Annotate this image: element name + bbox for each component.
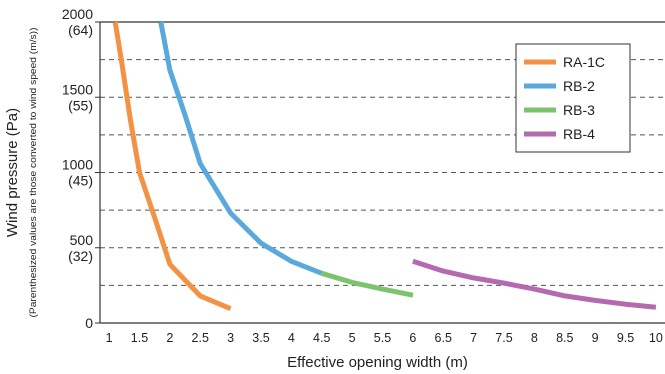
x-tick-label: 10 <box>649 331 663 345</box>
x-tick-label: 3 <box>227 331 234 345</box>
x-tick-label: 6 <box>409 331 416 345</box>
y-tick-sublabel: (64) <box>68 22 93 38</box>
x-tick-label: 1 <box>106 331 113 345</box>
y-axis-title: Wind pressure (Pa) <box>4 108 21 237</box>
series-line-rb-3 <box>320 270 414 298</box>
x-tick-label: 9 <box>592 331 599 345</box>
x-tick-label: 5 <box>349 331 356 345</box>
y-axis-note: (Parenthesized values are those converte… <box>28 28 39 318</box>
legend-label: RB-2 <box>563 78 595 94</box>
series-line-rb-2 <box>158 21 323 276</box>
x-tick-label: 8.5 <box>556 331 573 345</box>
series-line-ra-1c <box>112 21 232 312</box>
series-line-rb-4 <box>412 258 657 310</box>
x-tick-label: 2.5 <box>192 331 209 345</box>
gridlines <box>100 59 665 286</box>
y-tick-label: 1000 <box>62 157 93 173</box>
legend-label: RA-1C <box>563 54 605 70</box>
x-tick-label: 1.5 <box>131 331 148 345</box>
x-axis-title: Effective opening width (m) <box>287 354 468 371</box>
x-tick-label: 5.5 <box>374 331 391 345</box>
y-tick-label: 500 <box>70 232 94 248</box>
x-tick-label: 9.5 <box>617 331 634 345</box>
y-tick-label: 1500 <box>62 81 93 97</box>
x-tick-label: 4 <box>288 331 295 345</box>
y-tick-label: 2000 <box>62 6 93 22</box>
x-tick-label: 8 <box>531 331 538 345</box>
x-tick-label: 3.5 <box>252 331 269 345</box>
x-tick-labels: 1 1.5 2 2.5 3 3.5 4 4.5 5 5.5 6 6.5 7 7.5 8 8.5 9 9.5 10 <box>106 331 663 345</box>
y-tick-sublabel: (32) <box>68 248 93 264</box>
legend-label: RB-3 <box>563 102 595 118</box>
x-tick-label: 7 <box>470 331 477 345</box>
y-tick-sublabel: (55) <box>68 97 93 113</box>
x-tick-label: 2 <box>166 331 173 345</box>
legend: RA-1C RB-2 RB-3 RB-4 <box>515 43 631 153</box>
y-tick-labels: 0 500(32) 1000(45) 1500(55) 2000(64) <box>62 6 100 331</box>
x-tick-label: 6.5 <box>435 331 452 345</box>
series-lines <box>112 21 657 312</box>
y-tick-label: 0 <box>85 315 93 331</box>
x-tick-label: 4.5 <box>313 331 330 345</box>
y-tick-sublabel: (45) <box>68 173 93 189</box>
x-tick-label: 7.5 <box>495 331 512 345</box>
legend-label: RB-4 <box>563 126 595 142</box>
